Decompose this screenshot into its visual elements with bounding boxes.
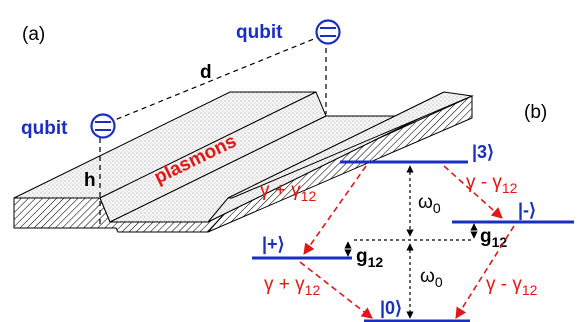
rate-plus-0-label: γ + γ12 [264,274,320,298]
qubit-separation-line [99,33,327,127]
qubit-left-label: qubit [21,118,68,139]
level-minus-label: |-⟩ [518,200,536,220]
level-plus-label: |+⟩ [262,234,285,254]
g12-label-right: g12 [480,226,507,250]
rate-3-plus-label: γ + γ12 [260,180,316,204]
panel-b-label: (b) [524,102,547,123]
rate-minus-0-label: γ - γ12 [486,274,538,298]
decay-plus-to-0 [299,261,373,319]
decay-3-to-minus [443,165,503,219]
omega-lower-label: ω0 [420,266,443,290]
qubit-left-icon [90,113,116,139]
height-label: h [84,170,96,191]
panel-a: (a) qubit qubit d h plasmons [13,19,474,233]
panel-b: (b) |3⟩ |-⟩ |+⟩ |0⟩ ω0 ω0 g12 g12 [252,102,574,322]
qubit-top-label: qubit [236,22,283,43]
omega-upper-label: ω0 [418,192,441,216]
panel-a-label: (a) [22,24,45,45]
g12-label-left: g12 [356,246,383,270]
qubit-right-icon [315,19,341,45]
rate-3-minus-label: γ - γ12 [466,172,518,196]
decay-minus-to-0 [455,225,515,319]
distance-label: d [200,62,212,83]
substrate-top-right [227,91,474,199]
level-0-label: |0⟩ [380,298,402,318]
level-3-label: |3⟩ [472,142,494,162]
decay-3-to-plus [303,165,367,255]
